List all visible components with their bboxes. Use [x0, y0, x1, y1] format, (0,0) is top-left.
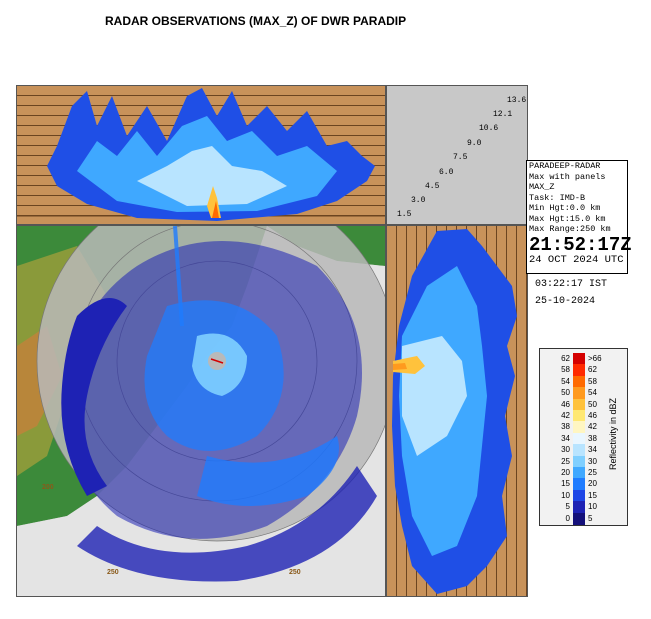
legend-row: 15 20 — [540, 478, 604, 491]
legend-row: 25 30 — [540, 455, 604, 468]
right-cross-section-panel — [386, 225, 528, 597]
radar-info-box: PARADEEP-RADAR Max with panels MAX_Z Tas… — [526, 160, 632, 274]
legend-color-swatch — [573, 364, 585, 377]
legend-color-swatch — [573, 467, 585, 479]
legend-upper-value: 10 — [588, 502, 597, 512]
top-cross-section-panel — [16, 85, 386, 225]
legend-row: 50 54 — [540, 387, 604, 400]
legend-lower-value: 46 — [561, 399, 570, 409]
legend-row: 30 34 — [540, 444, 604, 457]
legend-upper-value: 46 — [588, 411, 597, 420]
legend-row: 10 15 — [540, 489, 604, 502]
height-label: 7.5 — [453, 153, 468, 162]
legend-lower-value: 10 — [561, 490, 570, 500]
legend-row: 38 42 — [540, 421, 604, 434]
legend-row: 54 58 — [540, 375, 604, 388]
utc-date: 24 OCT 2024 UTC — [529, 253, 624, 266]
legend-lower-value: 34 — [561, 433, 570, 443]
page-title: RADAR OBSERVATIONS (MAX_Z) OF DWR PARADI… — [105, 14, 407, 28]
legend-title: Reflectivity in dBZ — [608, 397, 618, 471]
legend-upper-value: 54 — [588, 388, 597, 398]
legend-lower-value: 5 — [565, 502, 570, 512]
legend-upper-value: >66 — [588, 354, 602, 363]
legend-color-swatch — [573, 375, 585, 388]
info-line: Task: IMD-B — [529, 192, 586, 203]
legend-upper-value: 42 — [588, 422, 597, 432]
info-line: PARADEEP-RADAR — [529, 161, 601, 171]
legend-upper-value: 15 — [588, 490, 597, 500]
height-label: 9.0 — [467, 139, 482, 148]
height-label: 13.6 — [507, 96, 527, 105]
top-cross-section-image — [17, 86, 385, 224]
right-cross-section-image — [387, 226, 527, 596]
info-line: Min Hgt:0.0 km — [529, 203, 601, 213]
legend-lower-value: 62 — [561, 354, 570, 363]
legend-upper-value: 62 — [588, 365, 597, 375]
height-label: 1.5 — [397, 210, 412, 219]
legend-lower-value: 15 — [561, 479, 570, 489]
legend-color-swatch — [573, 512, 585, 525]
legend-row: 62 >66 — [540, 353, 604, 365]
legend-lower-value: 54 — [561, 376, 570, 386]
legend-color-swatch — [573, 432, 585, 445]
legend-lower-value: 30 — [561, 445, 570, 455]
legend-lower-value: 25 — [561, 456, 570, 466]
radar-map-panel: 200 250 250 — [16, 225, 386, 597]
legend-lower-value: 58 — [561, 365, 570, 375]
utc-time: 21:52:17Z — [529, 233, 632, 256]
legend-color-swatch — [573, 410, 585, 422]
legend-color-swatch — [573, 455, 585, 468]
legend-upper-value: 38 — [588, 433, 597, 443]
reflectivity-legend: 62 >66 58 62 54 58 50 54 46 50 42 46 38 42 34 38 30 34 25 3… — [539, 348, 628, 526]
legend-upper-value: 20 — [588, 479, 597, 489]
height-label: 6.0 — [439, 168, 454, 177]
legend-color-swatch — [573, 489, 585, 502]
legend-color-swatch — [573, 387, 585, 400]
legend-lower-value: 38 — [561, 422, 570, 432]
legend-lower-value: 42 — [561, 411, 570, 420]
legend-upper-value: 58 — [588, 376, 597, 386]
ist-date: 25-10-2024 — [535, 296, 596, 307]
legend-color-swatch — [573, 353, 585, 365]
info-line: Max Range:250 km — [529, 224, 611, 234]
range-ring-label: 200 — [42, 484, 54, 491]
height-label: 10.6 — [479, 124, 499, 133]
radar-map-image — [17, 226, 385, 596]
height-label: 4.5 — [425, 182, 440, 191]
legend-upper-value: 34 — [588, 445, 597, 455]
legend-row: 42 46 — [540, 410, 604, 422]
legend-lower-value: 0 — [565, 513, 570, 523]
legend-upper-value: 25 — [588, 468, 597, 477]
height-label: 12.1 — [493, 110, 513, 119]
legend-row: 46 50 — [540, 398, 604, 411]
legend-upper-value: 50 — [588, 399, 597, 409]
legend-color-swatch — [573, 478, 585, 491]
info-line: Max Hgt:15.0 km — [529, 213, 606, 224]
legend-color-swatch — [573, 444, 585, 457]
legend-row: 58 62 — [540, 364, 604, 377]
height-label: 3.0 — [411, 196, 426, 205]
range-ring-label: 250 — [289, 569, 301, 576]
legend-row: 34 38 — [540, 432, 604, 445]
legend-color-swatch — [573, 421, 585, 434]
ist-time: 03:22:17 IST — [535, 279, 608, 290]
legend-color-swatch — [573, 501, 585, 514]
range-ring-label: 250 — [107, 569, 119, 576]
legend-upper-value: 5 — [588, 513, 593, 523]
legend-upper-value: 30 — [588, 456, 597, 466]
info-line: Max with panels — [529, 171, 606, 182]
height-scale-panel: 1.5 3.0 4.5 6.0 7.5 9.0 10.6 12.1 13.6 — [386, 85, 528, 225]
legend-color-swatch — [573, 398, 585, 411]
legend-lower-value: 20 — [561, 468, 570, 477]
legend-lower-value: 50 — [561, 388, 570, 398]
legend-row: 20 25 — [540, 467, 604, 479]
info-line: MAX_Z — [529, 182, 555, 192]
legend-row: 5 10 — [540, 501, 604, 514]
